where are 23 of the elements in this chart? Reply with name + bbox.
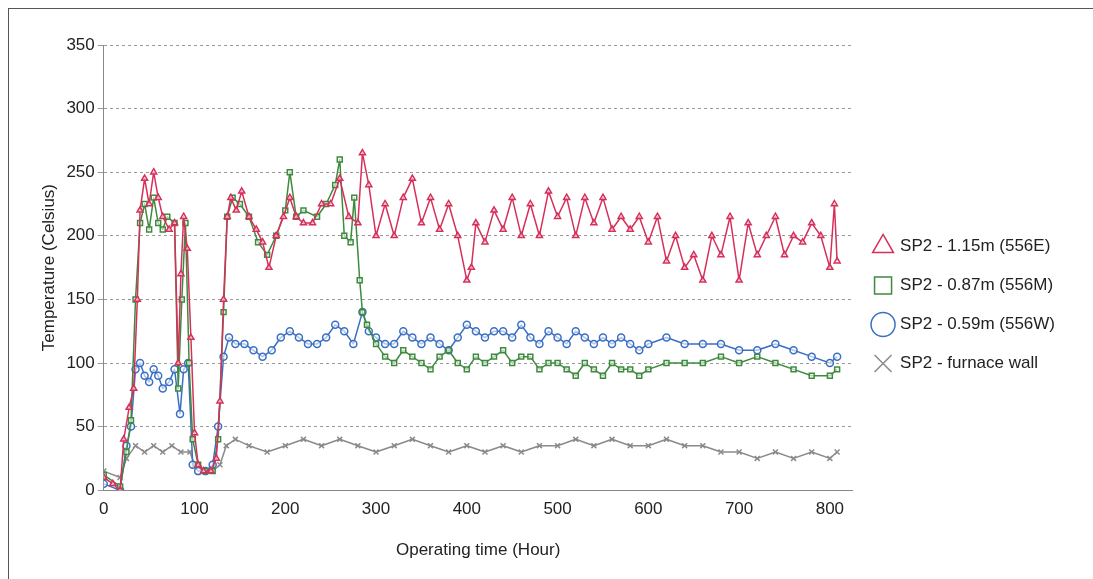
x-tick-label: 500 xyxy=(543,499,572,519)
y-tick-label: 200 xyxy=(66,225,95,245)
legend-label: SP2 - 1.15m (556E) xyxy=(900,236,1051,256)
y-tick-label: 150 xyxy=(66,289,95,309)
y-tick-label: 300 xyxy=(66,98,95,118)
x-tick-label: 700 xyxy=(724,499,754,519)
y-tick-label: 250 xyxy=(66,161,95,181)
legend-label: SP2 - 0.87m (556M) xyxy=(900,275,1054,295)
x-tick-label: 400 xyxy=(452,499,481,519)
x-tick-label: 300 xyxy=(361,499,391,519)
y-tick-label: 0 xyxy=(85,479,95,499)
y-tick-label: 50 xyxy=(75,416,95,436)
x-tick-label: 800 xyxy=(815,499,845,519)
y-tick-label: 350 xyxy=(66,34,95,54)
legend-label: SP2 - 0.59m (556W) xyxy=(900,314,1056,334)
x-tick-label: 0 xyxy=(99,499,109,519)
x-tick-label: 100 xyxy=(180,499,209,519)
x-tick-label: 600 xyxy=(634,499,663,519)
x-axis-title: Operating time (Hour) xyxy=(395,540,561,560)
x-tick-label: 200 xyxy=(271,499,300,519)
y-axis-title: Temperature (Celsius) xyxy=(38,183,58,352)
y-tick-label: 100 xyxy=(66,352,95,372)
legend-label: SP2 - furnace wall xyxy=(900,353,1039,373)
